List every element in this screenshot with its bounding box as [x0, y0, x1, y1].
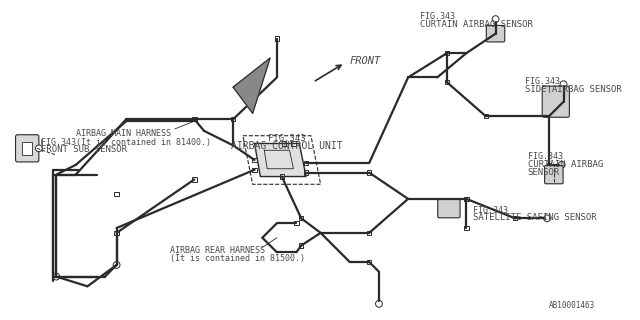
- Bar: [445, 51, 449, 55]
- Circle shape: [558, 162, 565, 168]
- Circle shape: [492, 16, 499, 22]
- Circle shape: [376, 300, 382, 307]
- Text: FIG.343: FIG.343: [268, 134, 305, 143]
- Text: AIRBAG REAR HARNESS: AIRBAG REAR HARNESS: [170, 245, 265, 254]
- Text: FIG.343: FIG.343: [527, 152, 563, 161]
- Bar: [304, 161, 308, 165]
- Bar: [367, 171, 371, 175]
- Text: (It is contained in 81500.): (It is contained in 81500.): [170, 254, 305, 263]
- Bar: [282, 141, 286, 146]
- Bar: [484, 114, 488, 118]
- Circle shape: [113, 261, 120, 268]
- Text: FIG.343: FIG.343: [473, 206, 508, 215]
- Bar: [299, 243, 303, 248]
- Text: FRONT: FRONT: [350, 56, 381, 66]
- Bar: [192, 117, 196, 121]
- Text: CURTAIN AIRBAG: CURTAIN AIRBAG: [527, 160, 603, 169]
- Bar: [299, 216, 303, 220]
- Bar: [367, 260, 371, 264]
- Polygon shape: [233, 58, 270, 113]
- Polygon shape: [255, 143, 306, 177]
- Bar: [464, 226, 468, 230]
- Text: AB10001463: AB10001463: [549, 301, 595, 310]
- Bar: [367, 231, 371, 235]
- Text: SENSOR: SENSOR: [527, 168, 560, 177]
- Bar: [294, 221, 298, 225]
- FancyBboxPatch shape: [486, 25, 505, 42]
- Bar: [115, 231, 119, 235]
- FancyBboxPatch shape: [542, 86, 570, 117]
- Bar: [192, 177, 196, 182]
- Bar: [252, 168, 257, 172]
- Bar: [252, 158, 257, 162]
- Bar: [115, 192, 119, 196]
- Text: CURTAIN AIRBAG SENSOR: CURTAIN AIRBAG SENSOR: [420, 20, 532, 29]
- Bar: [513, 216, 517, 220]
- Bar: [275, 36, 279, 41]
- Bar: [445, 80, 449, 84]
- Text: FIG.343: FIG.343: [525, 77, 560, 86]
- FancyBboxPatch shape: [438, 199, 460, 218]
- Circle shape: [53, 273, 60, 280]
- Circle shape: [543, 215, 550, 222]
- Circle shape: [35, 145, 42, 152]
- Text: SATELLITE SAFING SENSOR: SATELLITE SAFING SENSOR: [473, 213, 597, 222]
- Bar: [291, 141, 296, 146]
- Bar: [464, 197, 468, 201]
- Text: (It is contained in 81400.): (It is contained in 81400.): [76, 138, 211, 147]
- Text: FIG.343: FIG.343: [420, 12, 455, 21]
- Bar: [304, 171, 308, 175]
- Text: FRONT SUB SENSOR: FRONT SUB SENSOR: [41, 145, 127, 155]
- Bar: [231, 117, 236, 121]
- Bar: [547, 163, 551, 167]
- Bar: [22, 141, 32, 155]
- FancyBboxPatch shape: [15, 135, 39, 162]
- Text: FIG.343: FIG.343: [41, 138, 76, 147]
- Bar: [280, 174, 284, 179]
- Text: AIRBAG MAIN HARNESS: AIRBAG MAIN HARNESS: [76, 129, 171, 138]
- Text: SIDE AIRBAG SENSOR: SIDE AIRBAG SENSOR: [525, 85, 621, 94]
- Text: AIRBAG CONTROL UNIT: AIRBAG CONTROL UNIT: [231, 140, 342, 151]
- FancyBboxPatch shape: [545, 165, 563, 184]
- Circle shape: [560, 81, 567, 88]
